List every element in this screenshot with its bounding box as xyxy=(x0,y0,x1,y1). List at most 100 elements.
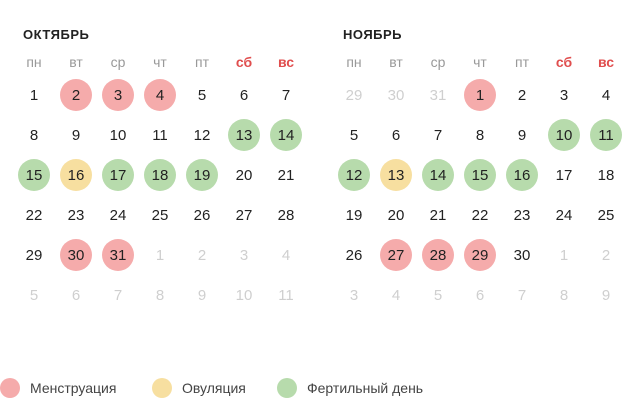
weekday-label: сб xyxy=(555,54,573,70)
calendar-day[interactable]: 9 xyxy=(501,115,543,155)
calendar-day[interactable]: 28 xyxy=(417,235,459,275)
calendar-day[interactable]: 10 xyxy=(97,115,139,155)
calendar-day[interactable]: 18 xyxy=(139,155,181,195)
calendar-day[interactable]: 18 xyxy=(585,155,627,195)
calendar-day[interactable]: 20 xyxy=(375,195,417,235)
calendar-day[interactable]: 30 xyxy=(375,75,417,115)
calendar-day[interactable]: 19 xyxy=(333,195,375,235)
calendar-day[interactable]: 6 xyxy=(459,275,501,315)
day-number: 3 xyxy=(239,246,249,264)
calendar-day[interactable]: 3 xyxy=(223,235,265,275)
calendar-day[interactable]: 22 xyxy=(13,195,55,235)
calendar-day[interactable]: 4 xyxy=(265,235,307,275)
calendar-day[interactable]: 6 xyxy=(223,75,265,115)
calendar-day[interactable]: 7 xyxy=(97,275,139,315)
calendar-day[interactable]: 21 xyxy=(417,195,459,235)
calendar-day[interactable]: 22 xyxy=(459,195,501,235)
day-number: 15 xyxy=(464,159,496,191)
day-number: 9 xyxy=(601,286,611,304)
calendar-day[interactable]: 15 xyxy=(459,155,501,195)
calendar-day[interactable]: 26 xyxy=(333,235,375,275)
calendar-day[interactable]: 14 xyxy=(417,155,459,195)
day-number: 28 xyxy=(422,239,454,271)
calendar-day[interactable]: 2 xyxy=(501,75,543,115)
calendar-day[interactable]: 2 xyxy=(585,235,627,275)
calendar-day[interactable]: 14 xyxy=(265,115,307,155)
calendar-day[interactable]: 7 xyxy=(501,275,543,315)
calendar-day[interactable]: 27 xyxy=(223,195,265,235)
calendar-day[interactable]: 28 xyxy=(265,195,307,235)
calendar-day[interactable]: 6 xyxy=(55,275,97,315)
calendar-day[interactable]: 5 xyxy=(181,75,223,115)
legend-menstruation: Менструация xyxy=(0,378,116,398)
calendar-day[interactable]: 8 xyxy=(459,115,501,155)
calendar-day[interactable]: 23 xyxy=(501,195,543,235)
calendar-day[interactable]: 10 xyxy=(223,275,265,315)
calendar-day[interactable]: 7 xyxy=(417,115,459,155)
day-number: 18 xyxy=(597,166,615,184)
calendar-day[interactable]: 11 xyxy=(139,115,181,155)
calendar-day[interactable]: 12 xyxy=(181,115,223,155)
calendar-day[interactable]: 8 xyxy=(139,275,181,315)
day-number: 8 xyxy=(475,126,485,144)
calendar-day[interactable]: 4 xyxy=(375,275,417,315)
day-number: 9 xyxy=(517,126,527,144)
calendar-day[interactable]: 23 xyxy=(55,195,97,235)
calendar-day[interactable]: 1 xyxy=(459,75,501,115)
calendar-day[interactable]: 30 xyxy=(501,235,543,275)
calendar-day[interactable]: 5 xyxy=(417,275,459,315)
calendar-day[interactable]: 2 xyxy=(181,235,223,275)
calendar-day[interactable]: 26 xyxy=(181,195,223,235)
calendar-day[interactable]: 17 xyxy=(543,155,585,195)
calendar-day[interactable]: 1 xyxy=(139,235,181,275)
calendar-day[interactable]: 9 xyxy=(585,275,627,315)
calendar-day[interactable]: 19 xyxy=(181,155,223,195)
day-number: 1 xyxy=(155,246,165,264)
calendar-day[interactable]: 21 xyxy=(265,155,307,195)
day-number: 3 xyxy=(102,79,134,111)
weekday-label: вс xyxy=(277,54,295,70)
calendar-day[interactable]: 25 xyxy=(585,195,627,235)
calendar-day[interactable]: 5 xyxy=(13,275,55,315)
calendar-day[interactable]: 16 xyxy=(501,155,543,195)
calendar-day[interactable]: 2 xyxy=(55,75,97,115)
calendar-day[interactable]: 6 xyxy=(375,115,417,155)
calendar-day[interactable]: 31 xyxy=(417,75,459,115)
calendar-day[interactable]: 20 xyxy=(223,155,265,195)
calendar-day[interactable]: 29 xyxy=(333,75,375,115)
calendar-day[interactable]: 8 xyxy=(13,115,55,155)
day-number: 5 xyxy=(197,86,207,104)
calendar-day[interactable]: 7 xyxy=(265,75,307,115)
calendar-day[interactable]: 8 xyxy=(543,275,585,315)
day-number: 30 xyxy=(60,239,92,271)
weekday-label: вт xyxy=(69,54,83,70)
calendar-day[interactable]: 13 xyxy=(375,155,417,195)
calendar-day[interactable]: 3 xyxy=(97,75,139,115)
calendar-day[interactable]: 12 xyxy=(333,155,375,195)
calendar-day[interactable]: 24 xyxy=(543,195,585,235)
calendar-day[interactable]: 30 xyxy=(55,235,97,275)
calendar-day[interactable]: 11 xyxy=(265,275,307,315)
calendar-day[interactable]: 16 xyxy=(55,155,97,195)
calendar-day[interactable]: 10 xyxy=(543,115,585,155)
calendar-day[interactable]: 1 xyxy=(13,75,55,115)
calendar-day[interactable]: 31 xyxy=(97,235,139,275)
calendar-day[interactable]: 5 xyxy=(333,115,375,155)
calendar-day[interactable]: 15 xyxy=(13,155,55,195)
calendar-day[interactable]: 11 xyxy=(585,115,627,155)
calendar-day[interactable]: 4 xyxy=(139,75,181,115)
calendar-day[interactable]: 1 xyxy=(543,235,585,275)
calendar-day[interactable]: 3 xyxy=(333,275,375,315)
calendar-day[interactable]: 24 xyxy=(97,195,139,235)
calendar-day[interactable]: 9 xyxy=(181,275,223,315)
calendar-day[interactable]: 4 xyxy=(585,75,627,115)
calendar-day[interactable]: 29 xyxy=(459,235,501,275)
day-number: 1 xyxy=(464,79,496,111)
calendar-day[interactable]: 3 xyxy=(543,75,585,115)
calendar-day[interactable]: 13 xyxy=(223,115,265,155)
calendar-day[interactable]: 27 xyxy=(375,235,417,275)
calendar-day[interactable]: 17 xyxy=(97,155,139,195)
calendar-day[interactable]: 9 xyxy=(55,115,97,155)
calendar-day[interactable]: 25 xyxy=(139,195,181,235)
calendar-day[interactable]: 29 xyxy=(13,235,55,275)
